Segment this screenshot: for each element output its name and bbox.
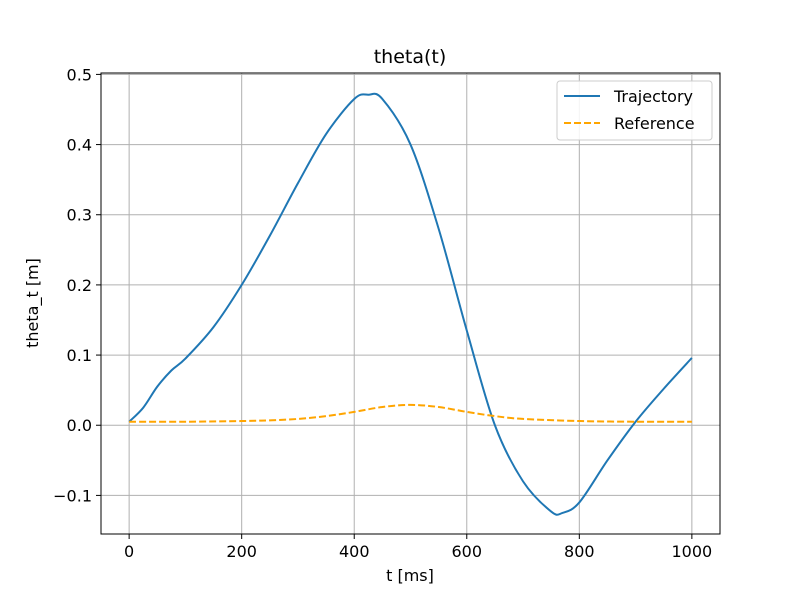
y-tick-label: −0.1 bbox=[53, 486, 92, 505]
grid-lines bbox=[101, 73, 720, 534]
series-line-trajectory bbox=[128, 92, 693, 516]
x-tick-label: 400 bbox=[339, 542, 370, 561]
plot-frame bbox=[100, 72, 721, 535]
series-line-reference bbox=[129, 403, 692, 423]
y-tick-label: 0.2 bbox=[67, 276, 92, 295]
axis-ticks: 0 200 400 600 800 1000 −0.1 0.0 0.1 0.2 0.3 0.4 0.5 bbox=[53, 65, 712, 561]
y-tick-label: 0.3 bbox=[67, 206, 92, 225]
x-tick-label: 800 bbox=[564, 542, 595, 561]
legend: Trajectory Reference bbox=[556, 80, 713, 141]
legend-label-trajectory: Trajectory bbox=[613, 87, 693, 106]
y-tick-label: 0.1 bbox=[67, 346, 92, 365]
series-lines bbox=[128, 92, 693, 516]
y-tick-label: 0.0 bbox=[67, 416, 92, 435]
y-tick-label: 0.4 bbox=[67, 136, 92, 155]
x-tick-label: 200 bbox=[226, 542, 257, 561]
x-axis-label: t [ms] bbox=[386, 566, 434, 585]
chart-title: theta(t) bbox=[374, 46, 447, 68]
x-tick-label: 600 bbox=[451, 542, 482, 561]
y-axis-label: theta_t [m] bbox=[23, 258, 43, 348]
x-tick-label: 0 bbox=[124, 542, 134, 561]
legend-label-reference: Reference bbox=[614, 114, 695, 133]
y-tick-label: 0.5 bbox=[67, 65, 92, 84]
x-tick-label: 1000 bbox=[672, 542, 713, 561]
